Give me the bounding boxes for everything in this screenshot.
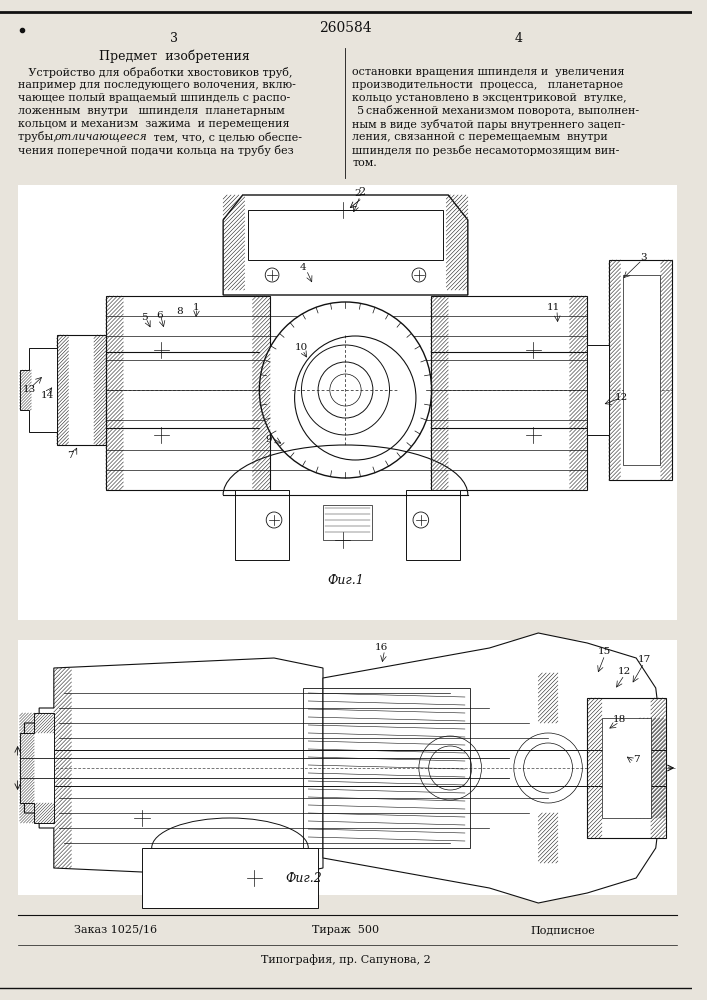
Text: Тираж  500: Тираж 500 (312, 925, 379, 935)
Bar (609, 260, 672, 480)
Text: Устройство для обработки хвостовиков труб,: Устройство для обработки хвостовиков тру… (18, 66, 292, 78)
Text: Фиг.2: Фиг.2 (285, 871, 322, 884)
Bar (106, 296, 270, 490)
Text: 2: 2 (358, 187, 366, 197)
Text: 15: 15 (598, 648, 612, 656)
Text: трубы,: трубы, (18, 131, 60, 142)
Text: 13: 13 (23, 385, 36, 394)
Text: 2: 2 (354, 188, 361, 198)
Text: чающее полый вращаемый шпиндель с распо-: чающее полый вращаемый шпиндель с распо- (18, 93, 290, 103)
Text: остановки вращения шпинделя и  увеличения: остановки вращения шпинделя и увеличения (352, 67, 625, 77)
Text: 8: 8 (176, 306, 182, 316)
Bar (602, 718, 651, 818)
Text: 260584: 260584 (319, 21, 372, 35)
Text: 18: 18 (613, 716, 626, 724)
Text: 1: 1 (192, 304, 199, 312)
Text: чения поперечной подачи кольца на трубу без: чения поперечной подачи кольца на трубу … (18, 144, 293, 155)
Polygon shape (223, 195, 468, 295)
Text: 6: 6 (156, 310, 163, 320)
Text: 5: 5 (351, 106, 368, 116)
Text: 12: 12 (618, 668, 631, 676)
Text: ления, связанной с перемещаемым  внутри: ления, связанной с перемещаемым внутри (352, 132, 608, 142)
Circle shape (413, 512, 428, 528)
Circle shape (330, 374, 361, 406)
Bar (588, 345, 609, 435)
Text: ным в виде зубчатой пары внутреннего зацеп-: ным в виде зубчатой пары внутреннего зац… (352, 118, 625, 129)
Text: 4: 4 (515, 31, 522, 44)
Bar (18, 185, 677, 620)
Text: например для последующего волочения, вклю-: например для последующего волочения, вкл… (18, 80, 296, 90)
Text: шпинделя по резьбе несамотормозящим вин-: шпинделя по резьбе несамотормозящим вин- (352, 144, 620, 155)
Text: 7: 7 (633, 756, 639, 764)
Text: ложенным  внутри   шпинделя  планетарным: ложенным внутри шпинделя планетарным (18, 106, 284, 116)
Bar (57, 335, 106, 445)
Text: отличающееся: отличающееся (55, 132, 148, 142)
Bar (588, 698, 665, 838)
Text: Фиг.1: Фиг.1 (327, 574, 364, 586)
Circle shape (267, 512, 282, 528)
Text: 9: 9 (266, 436, 272, 444)
Text: производительности  процесса,   планетарное: производительности процесса, планетарное (352, 80, 624, 90)
Circle shape (259, 302, 431, 478)
Text: 17: 17 (638, 656, 650, 664)
Text: том.: том. (352, 158, 377, 168)
Circle shape (412, 268, 426, 282)
Bar (235, 490, 288, 560)
Bar (323, 505, 372, 540)
Text: Подписное: Подписное (530, 925, 595, 935)
Polygon shape (20, 348, 57, 432)
Text: 10: 10 (295, 344, 308, 353)
Text: Предмет  изобретения: Предмет изобретения (99, 49, 250, 63)
Bar (303, 688, 469, 848)
Polygon shape (20, 713, 54, 823)
Text: кольцо установлено в эксцентриковой  втулке,: кольцо установлено в эксцентриковой втул… (352, 93, 627, 103)
Text: тем, что, с целью обеспе-: тем, что, с целью обеспе- (150, 132, 302, 142)
Text: 11: 11 (547, 304, 560, 312)
Polygon shape (25, 658, 323, 878)
Text: 5: 5 (141, 314, 148, 322)
Text: снабженной механизмом поворота, выполнен-: снабженной механизмом поворота, выполнен… (366, 105, 639, 116)
Text: 14: 14 (40, 390, 54, 399)
Text: Типография, пр. Сапунова, 2: Типография, пр. Сапунова, 2 (261, 955, 431, 965)
Bar (406, 490, 460, 560)
Text: 7: 7 (67, 450, 74, 460)
Bar (142, 848, 318, 908)
Bar (247, 210, 443, 260)
Bar (431, 296, 588, 490)
Text: 3: 3 (170, 31, 178, 44)
Text: 3: 3 (641, 253, 648, 262)
Polygon shape (323, 633, 665, 903)
Circle shape (301, 345, 390, 435)
Text: Заказ 1025/16: Заказ 1025/16 (74, 925, 157, 935)
Circle shape (265, 268, 279, 282)
Bar (18, 640, 677, 895)
Bar (624, 275, 660, 465)
Text: 12: 12 (615, 393, 628, 402)
Circle shape (318, 362, 373, 418)
Text: кольцом и механизм  зажима  и перемещения: кольцом и механизм зажима и перемещения (18, 119, 289, 129)
Text: 16: 16 (375, 644, 388, 652)
Text: 4: 4 (300, 263, 307, 272)
